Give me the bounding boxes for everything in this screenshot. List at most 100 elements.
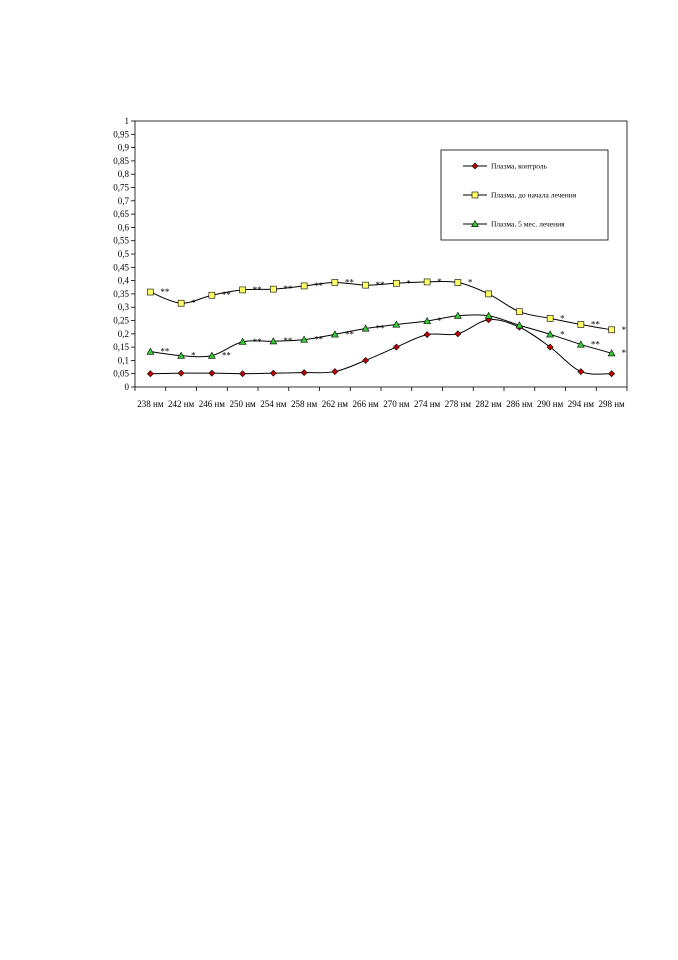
data-point xyxy=(208,369,216,377)
x-axis: 238 нм 242 нм 246 нм 250 нм 254 нм 258 нм 262 … xyxy=(134,387,628,409)
data-point xyxy=(177,299,185,307)
data-point xyxy=(300,282,308,290)
x-tick-label: 254 нм xyxy=(260,399,287,409)
data-point xyxy=(484,311,493,319)
significance-label: ** xyxy=(253,285,263,295)
series-2: ******* ** ** ** ** * * ***** xyxy=(147,277,627,335)
significance-label: * xyxy=(560,329,565,339)
data-point xyxy=(361,324,370,332)
data-point xyxy=(546,330,555,338)
x-tick-label: 294 нм xyxy=(568,399,595,409)
data-point xyxy=(576,340,585,348)
x-tick-label: 282 нм xyxy=(475,399,502,409)
y-tick-label: 0,7 xyxy=(118,196,130,206)
data-point xyxy=(177,351,186,359)
data-point xyxy=(270,285,277,293)
significance-label: ** xyxy=(376,323,386,333)
data-point xyxy=(577,321,585,328)
series-layer: ******* ** ** ** ** * * ******* * **** ** *********… xyxy=(146,277,627,378)
data-point xyxy=(516,308,523,316)
legend-label: Плазма, 5 мес. лечения xyxy=(491,220,565,229)
data-point xyxy=(362,356,370,364)
significance-label: ** xyxy=(160,347,170,357)
series-3: ** * **** ** *********** xyxy=(146,311,627,361)
data-point xyxy=(393,279,400,287)
y-tick-label: 0,6 xyxy=(118,222,130,232)
data-point xyxy=(269,337,278,345)
data-point xyxy=(454,330,462,338)
data-point xyxy=(423,317,432,325)
y-tick-label: 0,45 xyxy=(113,262,129,272)
data-point xyxy=(423,331,431,339)
significance-label: ** xyxy=(222,290,232,300)
significance-label: * xyxy=(437,316,442,326)
y-tick-label: 0,25 xyxy=(113,316,129,326)
significance-label: ** xyxy=(253,337,263,347)
significance-label: ** xyxy=(376,280,386,290)
significance-label: ** xyxy=(591,339,601,349)
x-tick-label: 250 нм xyxy=(229,399,256,409)
legend-item: Плазма, 5 мес. лечения xyxy=(463,220,565,229)
data-point xyxy=(362,281,369,289)
significance-label: ** xyxy=(591,319,601,329)
legend-item: Плазма, до начала лечения xyxy=(463,191,577,200)
data-point xyxy=(392,343,400,351)
significance-label: ** xyxy=(345,277,355,287)
data-point xyxy=(331,368,339,375)
y-tick-label: 0,8 xyxy=(118,169,130,179)
data-point xyxy=(239,286,246,294)
legend-marker xyxy=(471,162,479,170)
significance-label: * xyxy=(622,348,627,358)
significance-label: ** xyxy=(314,335,324,345)
y-tick-label: 0,65 xyxy=(113,209,129,219)
x-tick-label: 242 нм xyxy=(168,399,195,409)
significance-label: * xyxy=(437,277,442,287)
significance-label: * xyxy=(622,325,627,335)
y-tick-label: 0,15 xyxy=(113,342,129,352)
data-point xyxy=(239,370,247,378)
y-tick-label: 0,75 xyxy=(113,183,129,193)
data-point xyxy=(453,311,462,319)
legend-label: Плазма, до начала лечения xyxy=(491,191,577,200)
data-point xyxy=(208,291,216,299)
data-point xyxy=(485,290,492,298)
x-tick-label: 262 нм xyxy=(322,399,349,409)
data-point xyxy=(177,369,185,377)
series-line xyxy=(150,280,612,331)
data-point xyxy=(546,315,554,322)
data-point xyxy=(423,278,431,286)
y-tick-label: 0 xyxy=(125,382,130,392)
significance-label: ** xyxy=(314,281,324,291)
significance-label: ** xyxy=(345,329,355,339)
legend-marker xyxy=(471,191,479,199)
significance-label: * xyxy=(191,298,196,308)
significance-label: ** xyxy=(283,284,293,294)
y-tick-label: 0,4 xyxy=(118,276,130,286)
y-tick-label: 0,85 xyxy=(113,156,129,166)
data-point xyxy=(300,369,308,377)
data-point xyxy=(330,330,339,338)
data-point xyxy=(300,335,309,343)
x-tick-label: 298 нм xyxy=(598,399,625,409)
series-line xyxy=(150,314,612,358)
legend-marker xyxy=(471,219,479,228)
y-tick-label: 0,5 xyxy=(118,249,130,259)
data-point xyxy=(392,320,401,328)
data-point xyxy=(546,343,554,351)
x-tick-label: 238 нм xyxy=(137,399,164,409)
y-tick-label: 0,1 xyxy=(118,355,129,365)
y-tick-label: 0,05 xyxy=(113,369,129,379)
x-tick-label: 246 нм xyxy=(199,399,226,409)
legend-label: Плазма, контроль xyxy=(491,162,548,171)
x-tick-label: 266 нм xyxy=(352,399,379,409)
y-tick-label: 0,95 xyxy=(113,129,129,139)
significance-label: ** xyxy=(222,351,232,361)
legend-item: Плазма, контроль xyxy=(463,162,548,171)
significance-label: ** xyxy=(160,287,170,297)
x-tick-label: 274 нм xyxy=(414,399,441,409)
x-tick-label: 290 нм xyxy=(537,399,564,409)
y-tick-label: 0,3 xyxy=(118,302,130,312)
data-point xyxy=(454,279,462,286)
y-tick-label: 1 xyxy=(125,116,130,126)
